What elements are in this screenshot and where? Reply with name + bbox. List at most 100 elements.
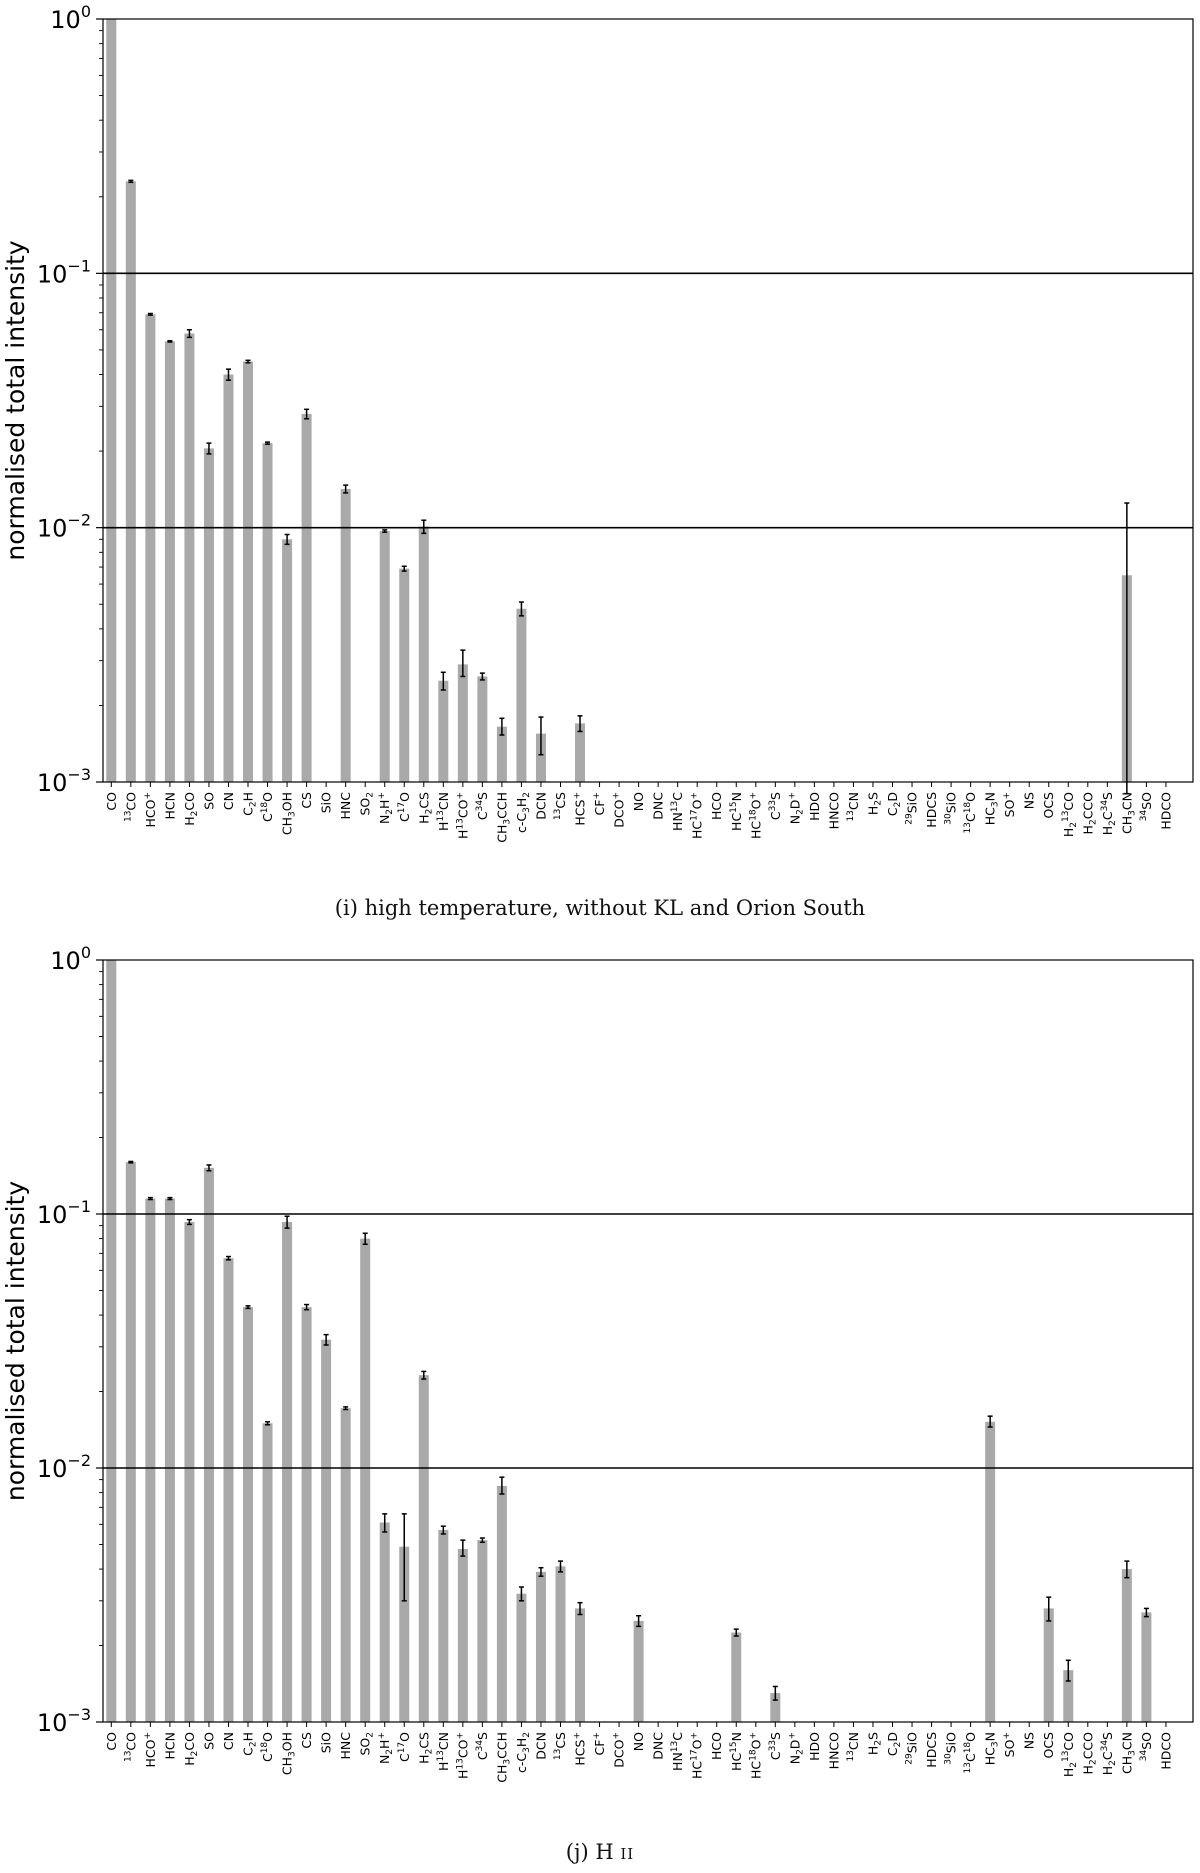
bar-j-15 <box>399 1546 410 1722</box>
bar-i-24 <box>575 723 586 782</box>
x-label-i-3: HCN <box>162 792 177 819</box>
x-label-i-39: H2S <box>865 792 883 815</box>
errorbar-i-24 <box>577 715 583 733</box>
x-label-j-45: HC3N <box>983 1732 1001 1765</box>
bar-j-17 <box>438 1530 449 1722</box>
x-label-i-37: HNCO <box>826 792 841 829</box>
x-label-i-6: CN <box>221 792 236 810</box>
x-label-i-25: CF+ <box>592 792 607 815</box>
x-label-i-22: DCN <box>533 792 548 820</box>
x-label-i-54: HDCO <box>1158 792 1173 830</box>
errorbar-j-45 <box>987 1415 993 1428</box>
bar-i-18 <box>457 664 468 782</box>
bar-i-8 <box>262 443 273 782</box>
x-label-i-41: 29SiO <box>905 792 920 825</box>
x-label-i-26: DCO+ <box>612 792 627 828</box>
x-label-i-17: H13CN <box>436 792 451 831</box>
panel-j-chart: 100 10−1 10−2 10−3 normalised total intensit… <box>1 943 1194 1783</box>
x-label-j-40: C2D <box>885 1732 903 1756</box>
errorbar-j-12 <box>343 1406 349 1411</box>
errorbar-i-4 <box>186 329 192 339</box>
x-label-j-19: C34S <box>475 1732 490 1760</box>
errorbar-j-53 <box>1143 1607 1149 1618</box>
x-label-j-10: CS <box>299 1732 314 1749</box>
bar-j-8 <box>262 1423 273 1722</box>
x-label-j-1: 13CO <box>123 1732 138 1762</box>
x-label-i-18: H13CO+ <box>455 792 470 839</box>
x-label-j-44: 13C18O <box>963 1732 978 1774</box>
bar-i-2 <box>145 314 156 782</box>
bar-j-24 <box>575 1608 586 1722</box>
x-label-i-43: 30SiO <box>944 792 959 825</box>
x-label-i-32: HC15N <box>729 792 744 831</box>
x-label-j-50: H2CCO <box>1080 1732 1098 1775</box>
x-label-j-47: NS <box>1022 1732 1037 1749</box>
x-label-j-6: CN <box>221 1732 236 1750</box>
caption-j-roman: II <box>620 1845 635 1863</box>
errorbar-i-8 <box>265 441 271 445</box>
caption-i: (i) high temperature, without KL and Ori… <box>0 896 1200 920</box>
x-label-i-47: NS <box>1022 792 1037 809</box>
errorbar-i-17 <box>440 671 446 691</box>
errorbar-i-2 <box>147 312 153 316</box>
x-label-j-53: 34SO <box>1139 1732 1154 1761</box>
x-label-j-46: SO+ <box>1002 1732 1017 1757</box>
x-label-j-36: HDO <box>807 1732 822 1761</box>
y-axis-label-i: normalised total intensity <box>1 240 30 560</box>
caption-j-prefix: (j) H <box>565 1840 614 1864</box>
x-label-j-21: c-C3H2 <box>514 1732 532 1773</box>
errorbar-j-23 <box>557 1560 563 1573</box>
bar-j-3 <box>164 1198 175 1722</box>
errorbar-i-12 <box>343 484 349 494</box>
x-label-j-31: HCO <box>709 1732 724 1760</box>
x-label-j-25: CF+ <box>592 1732 607 1755</box>
x-label-i-46: SO+ <box>1002 792 1017 817</box>
x-label-i-16: H2CS <box>416 792 434 824</box>
bar-i-20 <box>496 726 507 782</box>
x-label-j-49: H213CO <box>1061 1732 1079 1777</box>
errorbar-j-2 <box>147 1196 153 1201</box>
x-label-i-49: H213CO <box>1061 792 1079 837</box>
errorbar-i-52 <box>1124 502 1130 795</box>
x-label-i-30: HC17O+ <box>690 792 705 839</box>
bar-j-34 <box>770 1693 781 1722</box>
x-label-i-45: HC3N <box>983 792 1001 825</box>
x-label-j-18: H13CO+ <box>455 1732 470 1779</box>
x-label-i-5: SO <box>201 792 216 810</box>
x-label-i-10: CS <box>299 792 314 809</box>
bar-i-19 <box>477 676 488 782</box>
bar-j-11 <box>321 1339 332 1722</box>
ytick-label-j-2: 10−2 <box>37 1451 91 1483</box>
x-label-i-28: DNC <box>651 792 666 820</box>
errorbar-j-7 <box>245 1305 251 1310</box>
x-label-j-3: HCN <box>162 1732 177 1759</box>
x-label-i-9: CH3OH <box>280 792 298 835</box>
x-label-j-41: 29SiO <box>905 1732 920 1765</box>
ytick-label-i-3: 10−3 <box>37 765 91 797</box>
y-axis-label-j: normalised total intensity <box>1 1181 30 1501</box>
errorbar-i-6 <box>225 368 231 381</box>
x-label-j-15: C17O <box>397 1732 412 1762</box>
x-label-i-2: HCO+ <box>143 792 158 828</box>
ytick-label-i-0: 100 <box>50 2 91 34</box>
x-label-i-40: C2D <box>885 792 903 816</box>
ytick-label-i-1: 10−1 <box>37 256 91 288</box>
bar-i-5 <box>203 448 214 782</box>
axes-frame-j <box>102 959 1194 1723</box>
x-label-j-22: DCN <box>533 1732 548 1760</box>
errorbar-j-52 <box>1124 1560 1130 1579</box>
errorbar-j-24 <box>577 1601 583 1616</box>
bar-j-45 <box>985 1421 996 1722</box>
ytick-label-j-1: 10−1 <box>37 1197 91 1229</box>
bar-j-52 <box>1121 1569 1132 1722</box>
panel-i-chart: 100 10−1 10−2 10−3 normalised total intensit… <box>1 2 1194 843</box>
bar-j-53 <box>1141 1612 1152 1722</box>
errorbar-j-49 <box>1065 1659 1071 1682</box>
errorbar-i-18 <box>460 649 466 678</box>
x-label-i-31: HCO <box>709 792 724 820</box>
errorbar-j-3 <box>167 1196 173 1201</box>
bar-i-14 <box>379 531 390 782</box>
bar-j-32 <box>731 1632 742 1722</box>
x-label-j-9: CH3OH <box>280 1732 298 1775</box>
errorbar-j-27 <box>636 1615 642 1628</box>
